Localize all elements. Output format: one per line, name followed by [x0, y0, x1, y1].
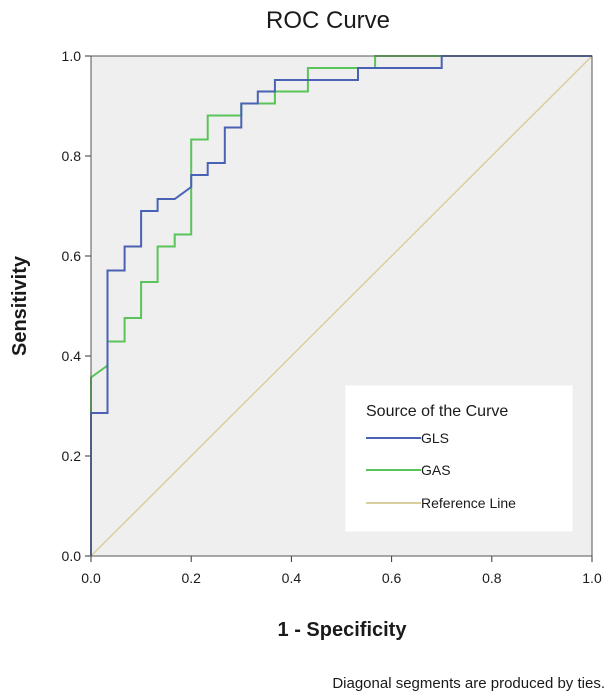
y-tick-label: 1.0 [62, 48, 82, 64]
legend: Source of the Curve GLS GAS Reference Li… [345, 385, 573, 532]
y-tick-label: 0.6 [62, 248, 82, 264]
y-tick-label: 0.2 [62, 448, 82, 464]
x-tick-label: 0.2 [181, 570, 201, 586]
x-tick-label: 0.6 [382, 570, 402, 586]
series-line-gas [90, 55, 592, 556]
x-tick-label: 0.0 [81, 570, 101, 586]
legend-title: Source of the Curve [366, 403, 508, 420]
series-line-gls [90, 55, 592, 556]
x-axis: 0.0 0.2 0.4 0.6 0.8 1.0 [81, 556, 602, 586]
chart-title: ROC Curve [266, 7, 390, 34]
y-axis-title: Sensitivity [9, 255, 31, 356]
series-layer [90, 55, 593, 557]
x-axis-title: 1 - Specificity [278, 619, 408, 641]
y-tick-label: 0.8 [62, 148, 82, 164]
y-tick-label: 0.4 [62, 348, 82, 364]
x-tick-label: 1.0 [582, 570, 602, 586]
y-tick-label: 0.0 [62, 548, 82, 564]
y-axis: 0.0 0.2 0.4 0.6 0.8 1.0 [62, 48, 91, 564]
x-tick-label: 0.4 [282, 570, 302, 586]
plot-border [90, 55, 593, 557]
legend-label-gls: GLS [421, 430, 449, 446]
footnote: Diagonal segments are produced by ties. [332, 675, 605, 692]
legend-label-reference: Reference Line [421, 495, 516, 511]
x-tick-label: 0.8 [482, 570, 502, 586]
legend-label-gas: GAS [421, 462, 451, 478]
legend-box [345, 385, 573, 532]
series-line-reference-line [90, 55, 593, 557]
